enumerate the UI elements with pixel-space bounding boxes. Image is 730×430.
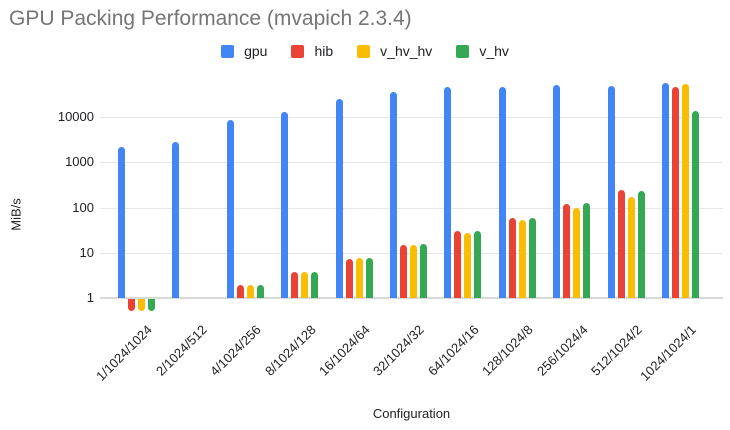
bar-v_hv-4/1024/256[interactable] — [257, 285, 264, 298]
bar-v_hv_hv-64/1024/16[interactable] — [464, 233, 471, 298]
bar-v_hv-512/1024/2[interactable] — [638, 191, 645, 298]
bar-v_hv_hv-8/1024/128[interactable] — [301, 271, 308, 298]
x-tick-label-64/1024/16: 64/1024/16 — [424, 322, 482, 379]
legend-label: hib — [314, 43, 334, 59]
bar-gpu-16/1024/64[interactable] — [336, 98, 343, 298]
legend: gpu hib v_hv_hv v_hv — [0, 43, 730, 59]
bar-gpu-256/1024/4[interactable] — [553, 84, 560, 298]
bar-v_hv-256/1024/4[interactable] — [583, 203, 590, 298]
bar-v_hv-1024/1024/1[interactable] — [692, 111, 699, 298]
bar-hib-4/1024/256[interactable] — [237, 285, 244, 298]
bar-v_hv-8/1024/128[interactable] — [311, 271, 318, 298]
legend-item-v_hv[interactable]: v_hv — [456, 43, 509, 59]
bar-hib-512/1024/2[interactable] — [618, 190, 625, 298]
gridline-10000 — [100, 117, 723, 118]
legend-item-v_hv_hv[interactable]: v_hv_hv — [357, 43, 432, 59]
legend-item-gpu[interactable]: gpu — [221, 43, 267, 59]
legend-swatch-icon — [357, 44, 371, 58]
bar-v_hv-16/1024/64[interactable] — [366, 258, 373, 298]
y-tick-label-10: 10 — [79, 245, 94, 260]
x-tick-label-32/1024/32: 32/1024/32 — [370, 322, 428, 379]
y-tick-label-10000: 10000 — [57, 109, 94, 124]
gridline-1 — [100, 297, 723, 299]
bar-v_hv_hv-4/1024/256[interactable] — [247, 285, 254, 298]
bar-gpu-8/1024/128[interactable] — [281, 111, 288, 298]
bar-v_hv_hv-128/1024/8[interactable] — [519, 219, 526, 298]
bar-hib-256/1024/4[interactable] — [563, 203, 570, 298]
legend-label: gpu — [244, 43, 268, 59]
bar-v_hv-1/1024/1024[interactable] — [148, 299, 155, 311]
legend-label: v_hv — [479, 43, 509, 59]
bar-hib-64/1024/16[interactable] — [454, 231, 461, 298]
legend-label: v_hv_hv — [380, 43, 433, 59]
bar-hib-128/1024/8[interactable] — [509, 217, 516, 298]
bar-v_hv_hv-512/1024/2[interactable] — [628, 197, 635, 298]
bar-v_hv_hv-1024/1024/1[interactable] — [682, 83, 689, 298]
y-axis-title: MiB/s — [8, 198, 24, 231]
bar-hib-16/1024/64[interactable] — [346, 258, 353, 298]
x-tick-label-16/1024/64: 16/1024/64 — [316, 322, 373, 379]
bar-gpu-4/1024/256[interactable] — [227, 120, 234, 298]
bar-v_hv_hv-1/1024/1024[interactable] — [138, 299, 145, 311]
y-tick-label-100: 100 — [72, 200, 94, 215]
bar-gpu-64/1024/16[interactable] — [444, 87, 451, 298]
bar-gpu-2/1024/512[interactable] — [172, 142, 179, 298]
bar-gpu-512/1024/2[interactable] — [608, 86, 615, 298]
gridline-1000 — [100, 162, 723, 163]
x-tick-label-256/1024/4: 256/1024/4 — [533, 322, 591, 379]
bar-v_hv-32/1024/32[interactable] — [420, 244, 427, 298]
x-tick-label-2/1024/512: 2/1024/512 — [152, 322, 210, 379]
bar-v_hv_hv-16/1024/64[interactable] — [356, 258, 363, 298]
bar-gpu-1024/1024/1[interactable] — [662, 83, 669, 298]
bar-v_hv-128/1024/8[interactable] — [529, 217, 536, 298]
x-axis-title: Configuration — [372, 406, 451, 421]
bar-hib-8/1024/128[interactable] — [291, 271, 298, 298]
x-tick-label-8/1024/128: 8/1024/128 — [261, 322, 319, 379]
bar-hib-1024/1024/1[interactable] — [672, 87, 679, 298]
bar-v_hv_hv-32/1024/32[interactable] — [410, 244, 417, 298]
bar-v_hv-64/1024/16[interactable] — [474, 231, 481, 298]
x-tick-label-128/1024/8: 128/1024/8 — [479, 322, 536, 379]
bar-gpu-32/1024/32[interactable] — [390, 91, 397, 298]
x-tick-label-512/1024/2: 512/1024/2 — [588, 322, 645, 379]
bar-v_hv_hv-256/1024/4[interactable] — [573, 207, 580, 298]
bar-gpu-128/1024/8[interactable] — [499, 86, 506, 298]
y-tick-label-1000: 1000 — [65, 154, 94, 169]
chart-title: GPU Packing Performance (mvapich 2.3.4) — [9, 7, 412, 30]
gridline-100 — [100, 208, 723, 209]
y-tick-label-1: 1 — [86, 290, 94, 305]
x-tick-label-1024/1024/1: 1024/1024/1 — [637, 322, 700, 384]
bar-gpu-1/1024/1024[interactable] — [118, 146, 125, 298]
legend-swatch-icon — [291, 44, 305, 58]
x-tick-label-1/1024/1024: 1/1024/1024 — [93, 322, 156, 384]
legend-swatch-icon — [221, 44, 235, 58]
bar-hib-32/1024/32[interactable] — [400, 244, 407, 298]
legend-swatch-icon — [456, 44, 470, 58]
legend-item-hib[interactable]: hib — [291, 43, 333, 59]
bar-hib-1/1024/1024[interactable] — [128, 299, 135, 311]
x-tick-label-4/1024/256: 4/1024/256 — [207, 322, 264, 379]
